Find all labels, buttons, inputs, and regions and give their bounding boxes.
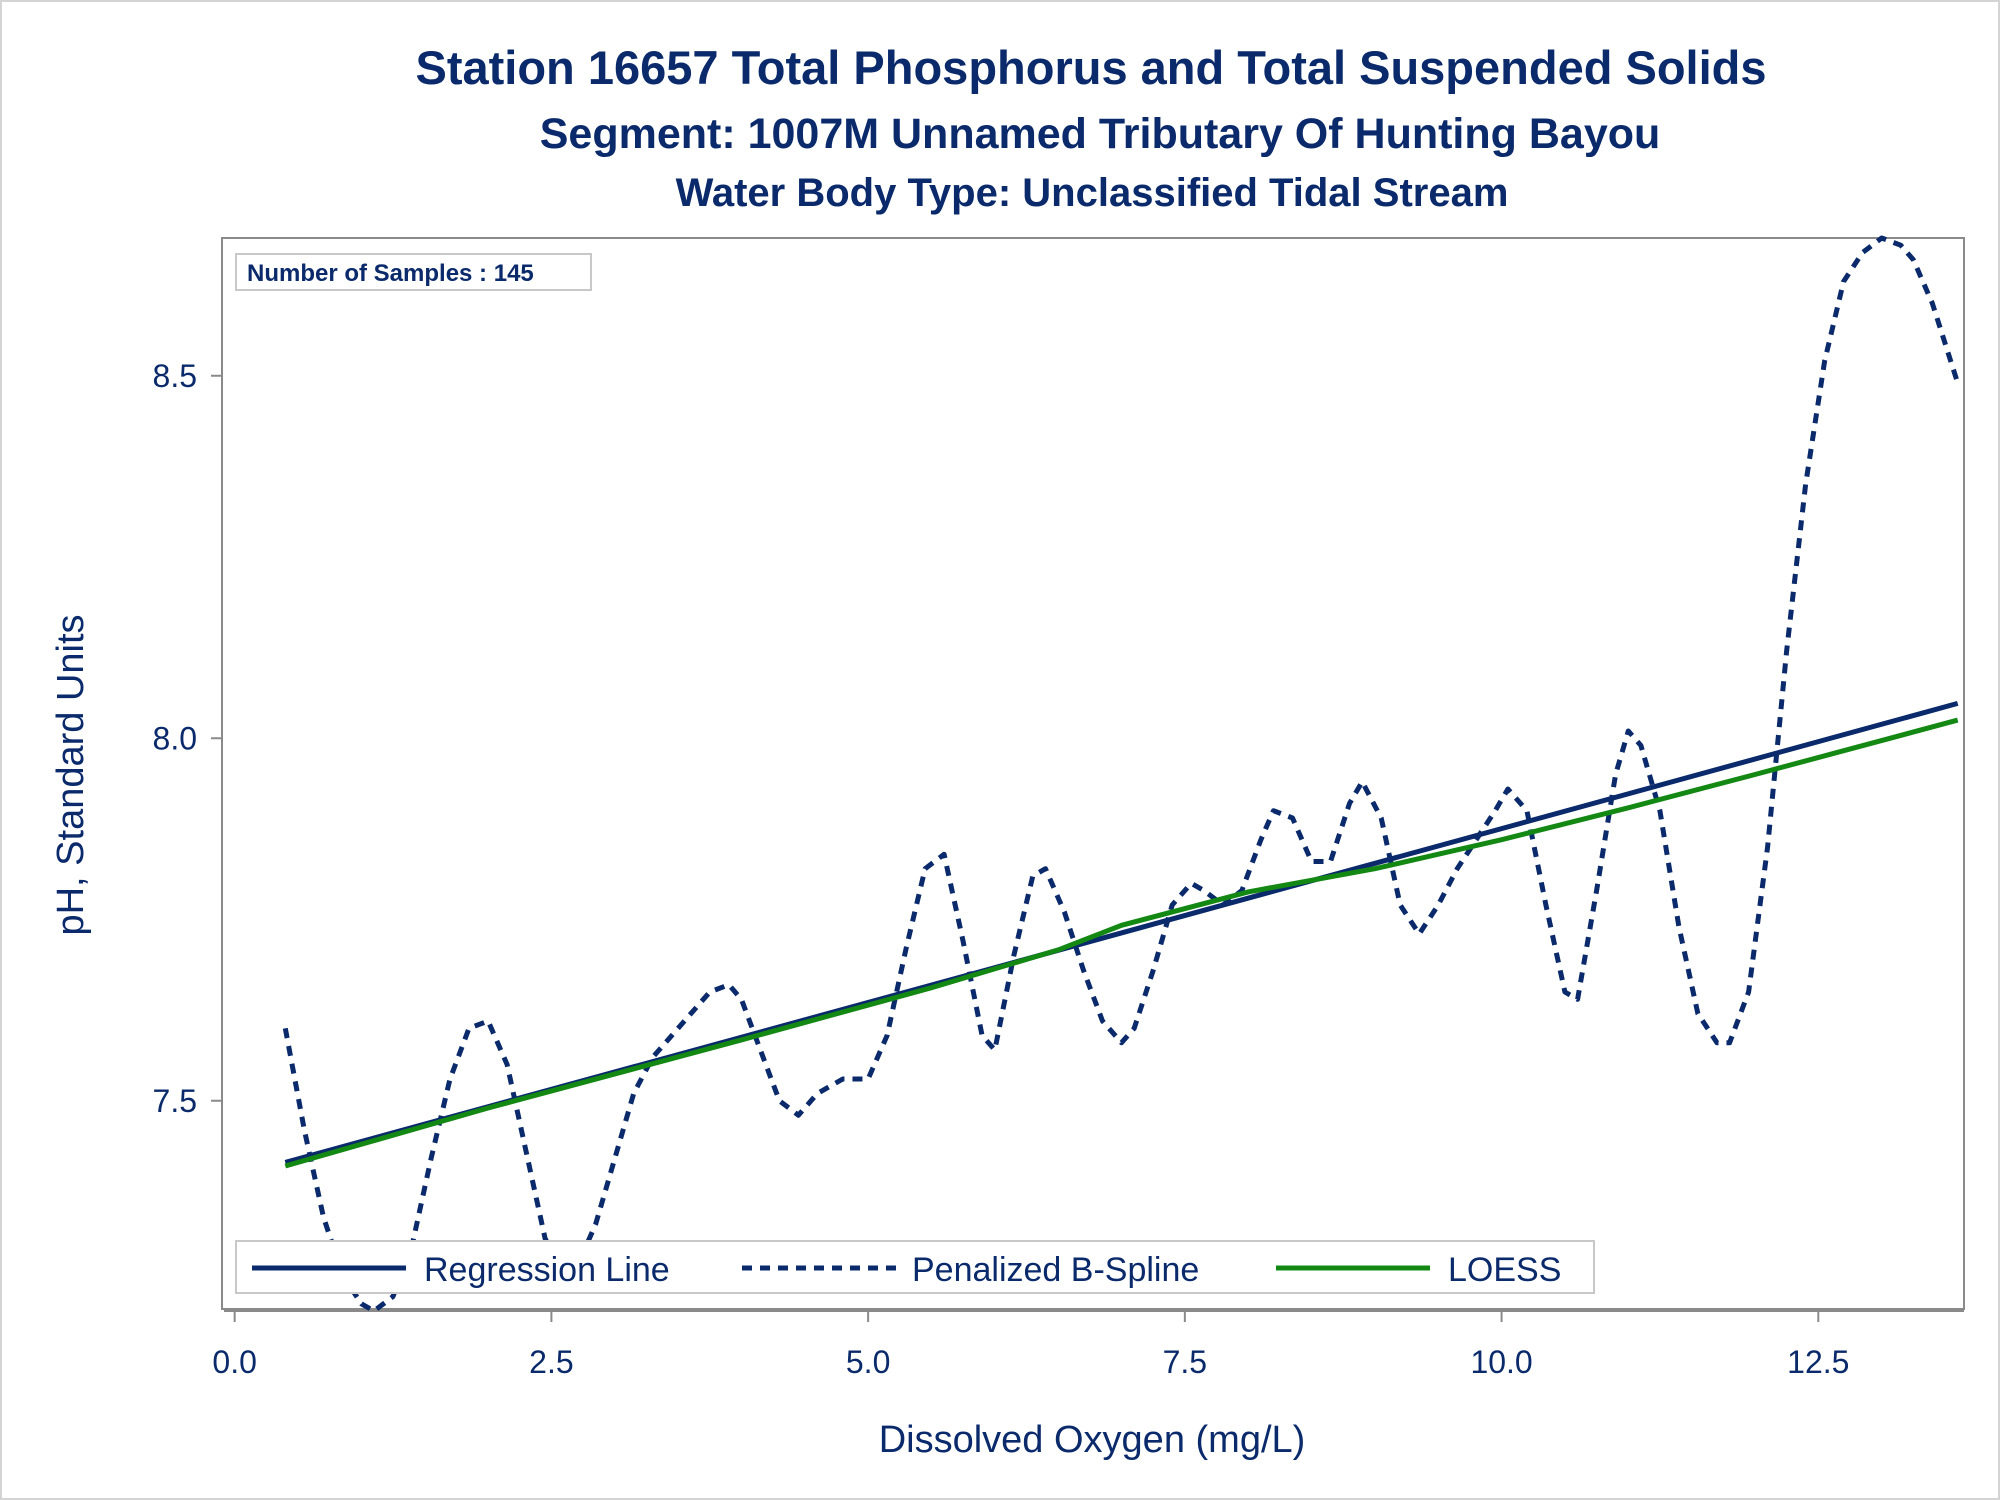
- chart-title: Station 16657 Total Phosphorus and Total…: [416, 41, 1767, 94]
- y-axis-ticks: 7.5 8.0 8.5: [153, 358, 222, 1119]
- x-tick-label: 0.0: [212, 1344, 256, 1380]
- legend-label-bspline: Penalized B-Spline: [912, 1251, 1199, 1289]
- x-axis-ticks: 0.0 2.5 5.0 7.5 10.0 12.5: [212, 1311, 1849, 1380]
- plot-area: [221, 237, 1965, 1310]
- x-axis-label: Dissolved Oxygen (mg/L): [879, 1419, 1306, 1461]
- y-tick-label: 8.0: [153, 720, 197, 756]
- legend: [235, 1240, 1595, 1294]
- legend-label-regression: Regression Line: [424, 1251, 670, 1289]
- bspline-line: [282, 235, 1961, 1314]
- x-tick-label: 2.5: [529, 1344, 573, 1380]
- chart-subtitle: Segment: 1007M Unnamed Tributary Of Hunt…: [540, 110, 1661, 158]
- x-tick-label: 10.0: [1470, 1344, 1532, 1380]
- legend-label-loess: LOESS: [1448, 1251, 1561, 1289]
- series-layer: [282, 235, 1961, 1314]
- y-tick-label: 7.5: [153, 1083, 197, 1119]
- sample-count-label: Number of Samples : 145: [247, 260, 534, 287]
- x-tick-label: 5.0: [846, 1344, 890, 1380]
- sample-count-box: [235, 253, 592, 291]
- loess-line: [284, 717, 1959, 1169]
- x-tick-label: 12.5: [1787, 1344, 1849, 1380]
- y-tick-label: 8.5: [153, 358, 197, 394]
- y-axis-label: pH, Standard Units: [50, 614, 92, 935]
- x-tick-label: 7.5: [1163, 1344, 1207, 1380]
- chart-subtitle-2: Water Body Type: Unclassified Tidal Stre…: [676, 171, 1509, 215]
